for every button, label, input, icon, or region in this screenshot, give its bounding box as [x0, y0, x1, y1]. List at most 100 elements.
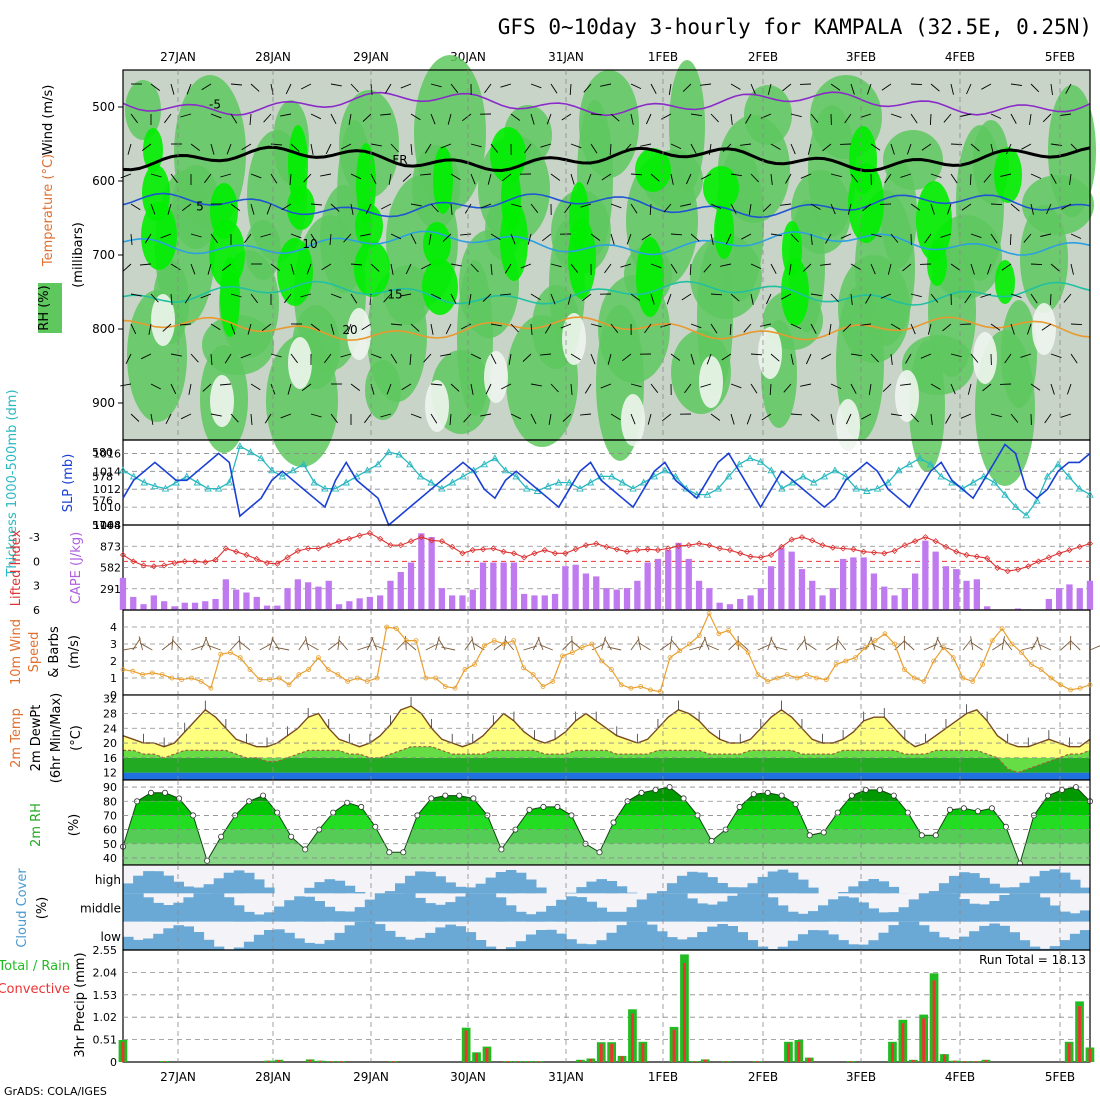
precip-convective-bar: [755, 1061, 759, 1062]
lifted-index-point: [572, 546, 579, 553]
cloud-cover-bar: [153, 871, 164, 894]
precip-convective-bar: [319, 1060, 322, 1062]
cape-bar: [325, 580, 332, 610]
cloud-cover-bar: [938, 893, 950, 922]
wind-barb: [700, 383, 712, 388]
thickness-point: [512, 472, 520, 480]
thickness-point: [1086, 490, 1094, 498]
cloud-cover-bar: [808, 911, 819, 922]
cape-bar: [829, 588, 836, 610]
cape-bar: [397, 572, 404, 610]
wind-barb: [330, 413, 338, 424]
wind-barb: [669, 636, 673, 651]
thickness-axis-label: Thickness 1000-500mb (dm): [5, 389, 20, 577]
wind-speed-point: [403, 638, 409, 643]
cloud-cover-bar: [1029, 946, 1041, 950]
wind-barb: [864, 637, 873, 651]
wind-barb: [662, 413, 672, 422]
wind-speed-point: [960, 675, 966, 681]
cape-axis-label: CAPE (J/kg): [69, 532, 84, 604]
wind-barb: [390, 143, 399, 153]
wind-barb: [370, 383, 375, 395]
lifted-index-point: [665, 545, 672, 552]
cloud-cover-bar: [908, 921, 920, 950]
cape-bar: [706, 588, 713, 610]
wind-barb: [850, 263, 861, 270]
y-tick-label: 1: [110, 672, 117, 685]
precip-convective-bar: [849, 1061, 853, 1062]
cloud-cover-bar: [989, 923, 1000, 950]
wind-barb: [502, 173, 512, 182]
wind-barb: [300, 83, 312, 90]
wind-barb: [821, 353, 832, 360]
wind-barb: [703, 636, 710, 651]
li-tick-label: 3: [33, 580, 40, 593]
panel-axis-label: & Barbs: [47, 626, 62, 678]
cloud-cover-bar: [999, 925, 1010, 950]
wind-barb: [400, 293, 412, 297]
cloud-cover-bar: [324, 940, 336, 950]
cape-bar: [438, 588, 445, 610]
cloud-cover-bar: [818, 930, 829, 950]
thickness-point: [129, 472, 138, 480]
wind-barb: [329, 233, 332, 246]
cloud-cover-bar: [465, 893, 477, 922]
cloud-cover-bar: [374, 924, 386, 950]
wind-barb: [139, 642, 153, 651]
wind-barb: [730, 173, 742, 177]
cloud-cover-bar: [364, 921, 376, 950]
precip-convective-bar: [329, 1061, 333, 1062]
thickness-point: [236, 442, 244, 450]
cloud-cover-bar: [979, 925, 990, 950]
wind-barb: [210, 143, 215, 155]
cloud-cover-bar: [1079, 887, 1091, 894]
thickness-point: [395, 450, 404, 458]
thickness-tick-label: 580: [92, 446, 113, 459]
cloud-cover-bar: [546, 929, 557, 950]
wind-barb: [802, 263, 812, 272]
wind-barb: [567, 293, 572, 305]
cape-bar: [582, 573, 590, 610]
cloud-cover-bar: [264, 912, 275, 922]
rh-point: [820, 829, 827, 836]
wind-barb: [1041, 323, 1052, 331]
wind-barb: [230, 83, 243, 86]
lifted-index-point: [171, 559, 178, 567]
lifted-index-point: [654, 547, 662, 554]
wind-barb: [770, 233, 782, 237]
rh-low-fill: [484, 351, 508, 403]
precip-convective-bar: [579, 1060, 582, 1062]
panel-frame: [122, 609, 1091, 696]
wind-barb: [920, 353, 932, 359]
cloud-cover-bar: [485, 877, 497, 894]
cloud-cover-bar: [697, 932, 708, 950]
wind-barb: [1050, 353, 1062, 359]
wind-barb: [1070, 353, 1078, 364]
wind-speed-point: [804, 672, 810, 677]
wind-barb: [289, 173, 292, 186]
wind-barb: [604, 637, 612, 651]
wind-speed-point: [814, 675, 819, 681]
cloud-cover-bar: [465, 887, 477, 894]
wind-barb: [950, 173, 958, 184]
thickness-point: [406, 460, 414, 468]
wind-barb: [1066, 383, 1072, 395]
cloud-cover-bar: [153, 902, 164, 922]
wind-speed-point: [296, 672, 302, 677]
lifted-index-point: [850, 546, 857, 553]
cloud-cover-bar: [777, 869, 789, 894]
lifted-index-point: [1004, 568, 1011, 575]
cloud-cover-bar: [938, 883, 950, 894]
wind-barb: [430, 323, 434, 335]
wind-speed-point: [1048, 675, 1054, 681]
wind-speed-point: [638, 684, 644, 689]
cape-bar: [222, 579, 229, 610]
wind-barb: [460, 323, 472, 330]
cape-bar: [1045, 599, 1052, 610]
cape-bar: [1014, 608, 1022, 610]
thickness-point: [438, 484, 446, 492]
thickness-point: [246, 448, 255, 456]
cape-bar: [953, 569, 960, 610]
wind-speed-point: [442, 684, 448, 689]
cloud-cover-bar: [1029, 893, 1041, 922]
